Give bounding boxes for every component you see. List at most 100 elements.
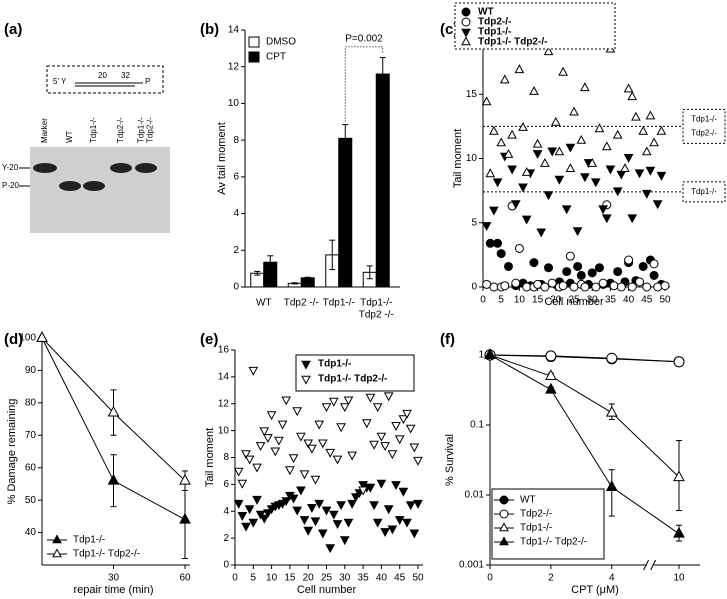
point [503, 261, 513, 271]
point [307, 504, 317, 513]
point [590, 178, 601, 188]
legend-marker [499, 495, 509, 505]
series-line [489, 354, 680, 363]
legend-marker [461, 17, 471, 27]
point [609, 281, 619, 291]
point [613, 267, 623, 277]
x-tick-label: 40 [623, 295, 635, 306]
legend-swatch [248, 36, 260, 48]
y-tick-label: 16 [218, 345, 230, 356]
point [332, 455, 343, 465]
point [285, 466, 295, 476]
reference-label: Tdp2-/- [691, 128, 717, 137]
point [565, 143, 576, 153]
x-tick-label: 0 [232, 573, 238, 584]
band [83, 181, 105, 191]
point [409, 529, 420, 539]
point [660, 281, 670, 291]
y-tick-label: 0.01 [465, 490, 485, 501]
x-tick-label: 35 [605, 295, 617, 306]
legend-label: WT [478, 7, 494, 18]
point [317, 439, 328, 449]
point [543, 191, 554, 201]
y-tick-label: 12 [228, 61, 240, 72]
y-tick-label: 5 [471, 217, 477, 228]
point [481, 96, 492, 106]
point [545, 382, 557, 394]
point [343, 396, 354, 406]
point [303, 526, 314, 536]
point [601, 141, 612, 151]
x-tick-label: 45 [641, 295, 653, 306]
point [372, 518, 383, 528]
point [394, 516, 405, 525]
point [281, 396, 292, 406]
panel-label: (d) [4, 331, 23, 348]
point [409, 443, 420, 453]
point [635, 277, 645, 287]
legend-marker [461, 28, 471, 38]
panel-label: (a) [4, 21, 22, 38]
point [380, 528, 390, 538]
y-tick-label: 0.001 [459, 560, 484, 571]
point [365, 483, 376, 493]
y-tick-label: 12 [218, 398, 230, 409]
point [587, 157, 598, 167]
substrate-label: 20 [98, 71, 107, 80]
point [576, 270, 586, 280]
point [673, 526, 685, 538]
lane-label: Marker [40, 118, 49, 143]
point [383, 392, 394, 402]
point [255, 442, 266, 452]
legend-label: Tdp1-/- Tdp2-/- [73, 549, 140, 560]
point [233, 467, 244, 477]
point [514, 243, 524, 253]
point [547, 147, 558, 157]
legend-swatch [248, 51, 260, 63]
point [649, 259, 659, 269]
y-tick-label: 10 [228, 98, 240, 109]
point [624, 255, 634, 265]
point [638, 261, 648, 271]
legend-marker [52, 548, 62, 558]
point [292, 506, 303, 516]
x-tick-label: 30 [587, 295, 599, 306]
x-tick-label: 25 [568, 295, 580, 306]
point [233, 499, 244, 509]
legend-label: Tdp1-/- [318, 359, 351, 370]
point [244, 505, 255, 515]
point [288, 454, 299, 464]
point [656, 125, 667, 135]
point [484, 348, 496, 359]
legend-marker [499, 509, 509, 519]
point [503, 148, 514, 158]
point [612, 129, 623, 139]
point [361, 419, 372, 429]
point [107, 405, 120, 417]
y-tick-label: 8 [223, 452, 229, 463]
point [263, 509, 273, 519]
point [398, 487, 409, 497]
point [561, 205, 572, 215]
point [565, 163, 576, 172]
x-tick-label: 10 [514, 295, 526, 306]
y-tick-label: 2 [233, 245, 239, 256]
point [550, 116, 561, 126]
x-axis-label: Cell number [544, 296, 604, 308]
point [336, 423, 346, 433]
x-tick-label: Tdp2 -/- [359, 310, 394, 321]
legend-marker [461, 7, 471, 17]
y-tick-label: 6 [223, 479, 229, 490]
point [248, 518, 259, 528]
point [321, 403, 332, 413]
point [347, 499, 357, 509]
point [623, 154, 634, 163]
point [288, 494, 299, 504]
point [107, 473, 120, 485]
x-tick-label: 2 [548, 573, 554, 584]
x-tick-label: 20 [303, 573, 315, 584]
x-tick-label: 10 [673, 573, 685, 584]
bar [300, 277, 315, 288]
reference-label-box [682, 108, 726, 144]
